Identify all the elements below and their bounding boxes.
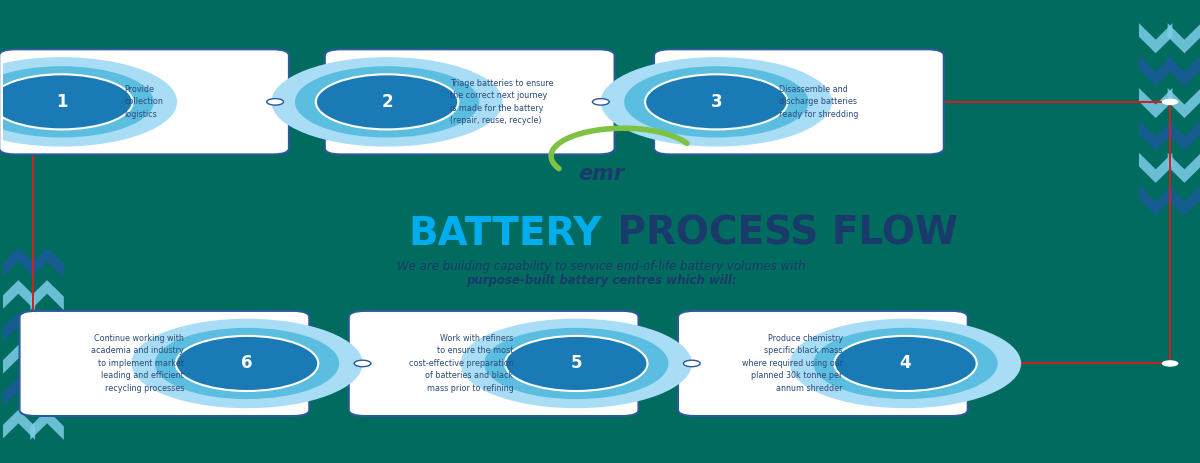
Text: Provide
collection
logistics: Provide collection logistics (125, 85, 163, 119)
Polygon shape (30, 377, 64, 407)
FancyBboxPatch shape (0, 49, 289, 154)
Circle shape (24, 99, 41, 105)
Circle shape (1162, 360, 1178, 367)
Polygon shape (632, 349, 685, 378)
Circle shape (1162, 99, 1178, 105)
FancyBboxPatch shape (654, 49, 943, 154)
Text: Triage batteries to ensure
the correct next journey
is made for the battery
(rep: Triage batteries to ensure the correct n… (450, 79, 553, 125)
Text: purpose-built battery centres which will:: purpose-built battery centres which will… (466, 274, 737, 287)
Text: We are building capability to service end-of-life battery volumes with: We are building capability to service en… (397, 260, 805, 273)
Text: BATTERY: BATTERY (408, 215, 601, 253)
Polygon shape (1168, 23, 1200, 53)
Circle shape (175, 336, 318, 391)
Polygon shape (30, 280, 64, 310)
Polygon shape (1, 280, 35, 310)
Circle shape (684, 360, 700, 367)
Polygon shape (608, 88, 661, 116)
Text: Produce chemistry
specific black mass
where required using our
planned 30k tonne: Produce chemistry specific black mass wh… (742, 334, 842, 393)
Circle shape (271, 57, 503, 147)
Circle shape (834, 336, 977, 391)
Text: Continue working with
academia and industry
to implement market
leading and effi: Continue working with academia and indus… (91, 334, 184, 393)
Circle shape (814, 328, 997, 399)
Text: 1: 1 (55, 93, 67, 111)
Polygon shape (1, 248, 35, 278)
Circle shape (593, 99, 610, 105)
Polygon shape (1, 345, 35, 375)
Polygon shape (281, 88, 334, 116)
Polygon shape (30, 248, 64, 278)
Polygon shape (1139, 23, 1172, 53)
FancyBboxPatch shape (19, 311, 310, 416)
Polygon shape (1168, 120, 1200, 150)
Circle shape (266, 99, 283, 105)
FancyBboxPatch shape (349, 311, 638, 416)
Polygon shape (1139, 56, 1172, 86)
Polygon shape (1168, 88, 1200, 118)
Circle shape (0, 66, 154, 138)
Text: PROCESS FLOW: PROCESS FLOW (604, 215, 958, 253)
Text: emr: emr (578, 163, 624, 184)
Circle shape (601, 57, 832, 147)
Circle shape (461, 319, 692, 408)
Circle shape (131, 319, 362, 408)
Polygon shape (1139, 88, 1172, 118)
Polygon shape (1, 410, 35, 440)
Text: 5: 5 (570, 355, 582, 372)
Text: 4: 4 (900, 355, 911, 372)
Circle shape (0, 74, 133, 129)
Polygon shape (1, 313, 35, 343)
FancyBboxPatch shape (325, 49, 614, 154)
FancyBboxPatch shape (678, 311, 967, 416)
Polygon shape (1168, 56, 1200, 86)
Circle shape (316, 74, 458, 129)
Text: Work with refiners
to ensure the most
cost-effective preparation
of batteries an: Work with refiners to ensure the most co… (409, 334, 514, 393)
Circle shape (354, 360, 371, 367)
Polygon shape (1, 377, 35, 407)
Polygon shape (30, 410, 64, 440)
Circle shape (646, 74, 787, 129)
Polygon shape (1168, 153, 1200, 183)
Text: 6: 6 (241, 355, 253, 372)
Polygon shape (302, 349, 355, 378)
Polygon shape (600, 349, 653, 378)
Polygon shape (1139, 153, 1172, 183)
Polygon shape (1139, 185, 1172, 215)
Polygon shape (1168, 185, 1200, 215)
Circle shape (155, 328, 340, 399)
Circle shape (505, 336, 648, 391)
Circle shape (484, 328, 668, 399)
Text: 3: 3 (710, 93, 722, 111)
Polygon shape (1139, 120, 1172, 150)
Circle shape (24, 360, 41, 367)
Circle shape (0, 57, 178, 147)
Circle shape (790, 319, 1021, 408)
Polygon shape (271, 349, 324, 378)
Polygon shape (30, 313, 64, 343)
Circle shape (295, 66, 479, 138)
Polygon shape (640, 88, 692, 116)
Polygon shape (30, 345, 64, 375)
Text: Disassemble and
discharge batteries
ready for shredding: Disassemble and discharge batteries read… (779, 85, 858, 119)
Circle shape (624, 66, 809, 138)
Polygon shape (312, 88, 365, 116)
Text: 2: 2 (382, 93, 392, 111)
